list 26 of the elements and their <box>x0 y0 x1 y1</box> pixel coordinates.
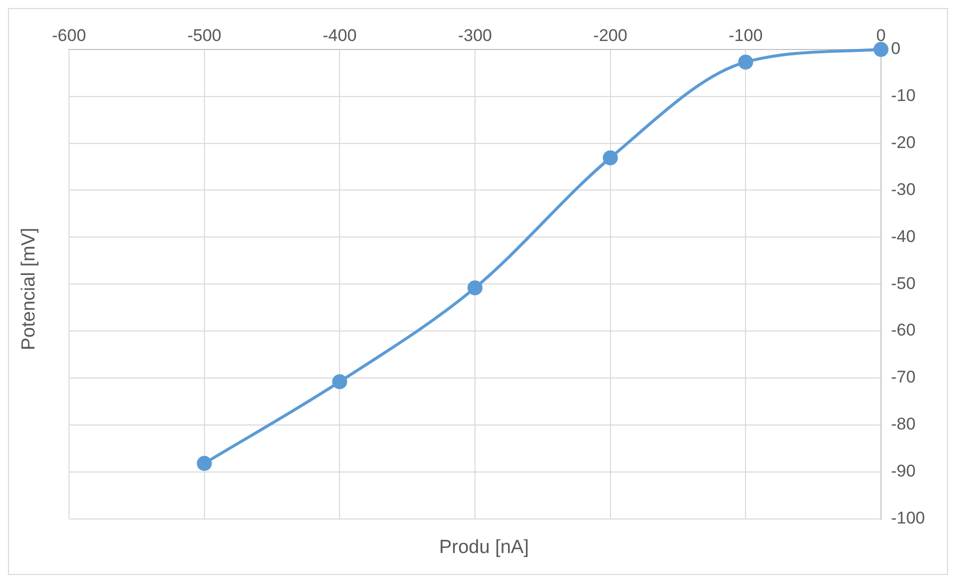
y-tick-label: -30 <box>890 180 916 199</box>
x-tick-label: 0 <box>876 26 886 45</box>
x-axis-title: Produ [nA] <box>438 537 530 559</box>
y-tick-label: -50 <box>890 274 916 293</box>
point <box>196 456 212 471</box>
y-tick-label: 0 <box>890 39 900 58</box>
x-tick-label: -500 <box>187 26 222 45</box>
y-tick-label: -80 <box>890 414 916 434</box>
y-axis-title: Potencial [mV] <box>18 228 40 350</box>
y-tick-label: -100 <box>890 508 926 528</box>
point <box>738 54 754 70</box>
x-tick-label: -300 <box>458 26 492 45</box>
x-tick-label: -100 <box>728 26 763 45</box>
point <box>467 280 482 296</box>
y-tick-label: -90 <box>890 462 916 481</box>
x-tick-label: -200 <box>593 26 628 45</box>
y-tick-label: -40 <box>890 226 916 246</box>
y-tick-label: -70 <box>890 368 916 387</box>
y-tick-label: -10 <box>890 86 916 106</box>
y-tick-label: -60 <box>890 320 916 340</box>
x-tick-label: -600 <box>52 26 86 45</box>
point <box>873 42 888 57</box>
point <box>332 374 348 390</box>
point <box>602 150 618 166</box>
x-tick-label: -400 <box>322 26 357 45</box>
y-tick-label: -20 <box>890 132 916 152</box>
